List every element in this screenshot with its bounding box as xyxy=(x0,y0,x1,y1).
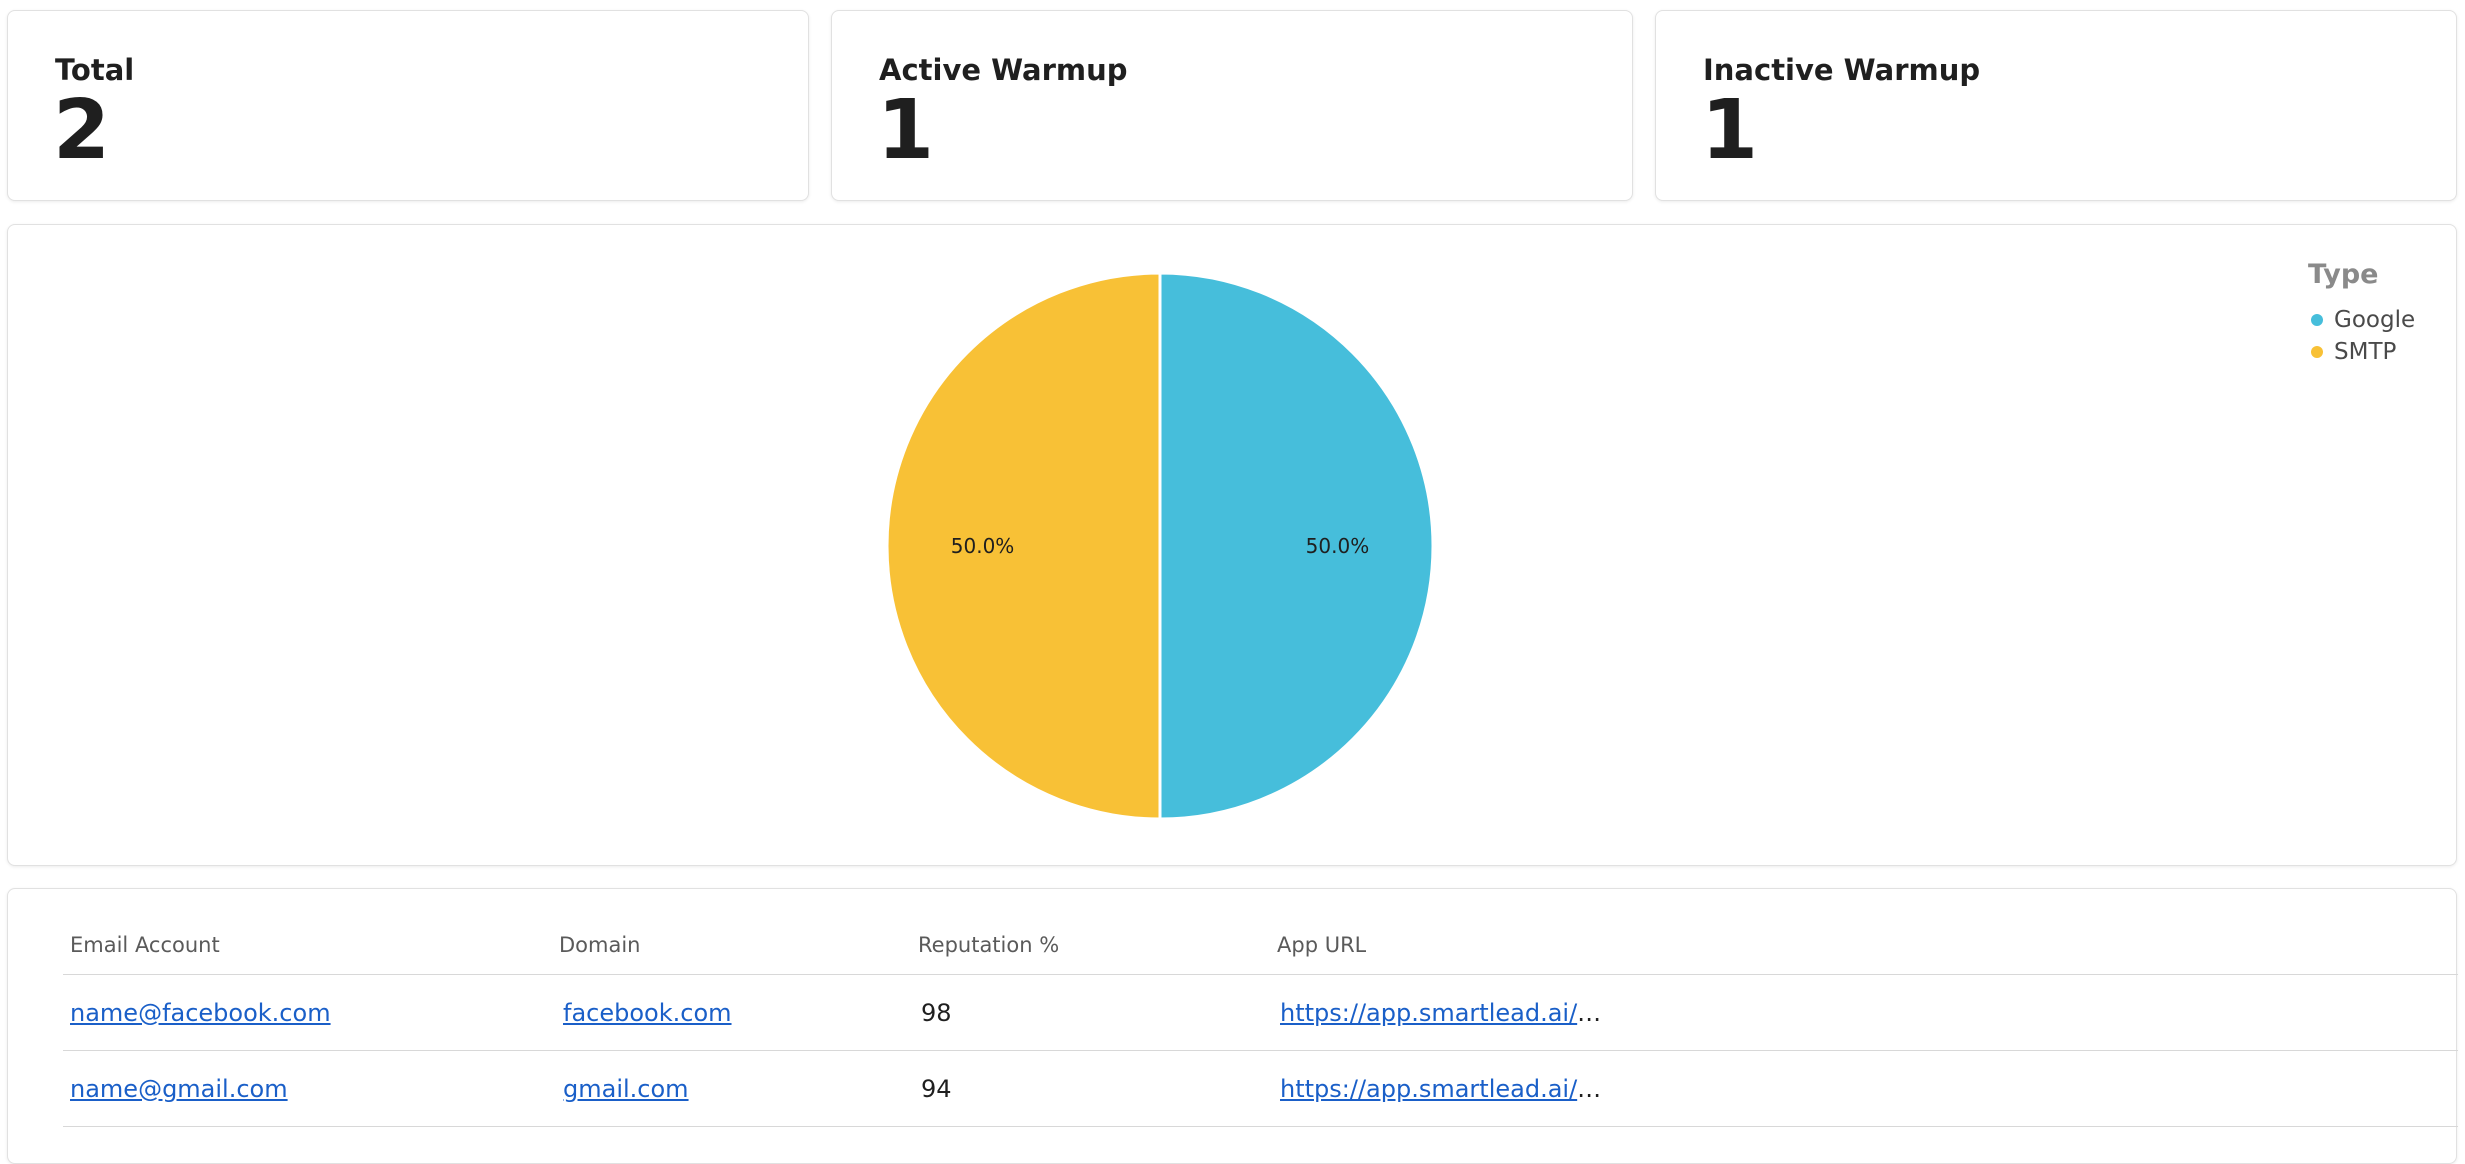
pie-slice-smtp[interactable] xyxy=(885,271,1162,821)
domain-link[interactable]: gmail.com xyxy=(563,1075,689,1103)
header-email-account[interactable]: Email Account xyxy=(70,933,220,957)
pie-slice-google[interactable] xyxy=(1158,271,1435,821)
table-header: Email Account Domain Reputation % App UR… xyxy=(63,889,2458,975)
stat-card-active-warmup: Active Warmup 1 xyxy=(831,10,1633,201)
stat-title: Total xyxy=(55,53,135,87)
stat-card-inactive-warmup: Inactive Warmup 1 xyxy=(1655,10,2457,201)
reputation-value: 98 xyxy=(921,999,952,1027)
email-link[interactable]: name@gmail.com xyxy=(70,1075,288,1103)
table-card: Email Account Domain Reputation % App UR… xyxy=(7,888,2458,1164)
table-row: name@gmail.com gmail.com 94 https://app.… xyxy=(63,1051,2458,1127)
domain-link[interactable]: facebook.com xyxy=(563,999,732,1027)
header-app-url[interactable]: App URL xyxy=(1277,933,1367,957)
stat-title: Active Warmup xyxy=(879,53,1128,87)
chart-card: 50.0% 50.0% Type Google SMTP xyxy=(7,224,2457,866)
accounts-table: Email Account Domain Reputation % App UR… xyxy=(63,889,2458,1127)
email-link[interactable]: name@facebook.com xyxy=(70,999,331,1027)
legend-item-google[interactable]: Google xyxy=(2334,307,2415,333)
table-row: name@facebook.com facebook.com 98 https:… xyxy=(63,975,2458,1051)
stat-value: 1 xyxy=(1701,83,1759,178)
reputation-value: 94 xyxy=(921,1075,952,1103)
legend-title: Type xyxy=(2308,259,2378,290)
stat-title: Inactive Warmup xyxy=(1703,53,1981,87)
header-reputation[interactable]: Reputation % xyxy=(918,933,1060,957)
stat-value: 2 xyxy=(53,83,111,178)
stat-value: 1 xyxy=(877,83,935,178)
legend-item-smtp[interactable]: SMTP xyxy=(2334,339,2396,365)
pie-slice-label: 50.0% xyxy=(951,534,1015,558)
legend-dot-smtp[interactable] xyxy=(2311,346,2323,358)
stat-card-total: Total 2 xyxy=(7,10,809,201)
app-url-link[interactable]: https://app.smartlead.ai/a... xyxy=(1280,1075,1610,1103)
pie-chart: 50.0% 50.0% Type Google SMTP xyxy=(885,259,2415,821)
legend-dot-google[interactable] xyxy=(2311,314,2323,326)
app-url-link[interactable]: https://app.smartlead.ai/a... xyxy=(1280,999,1610,1027)
header-domain[interactable]: Domain xyxy=(559,933,641,957)
pie-slice-label: 50.0% xyxy=(1306,534,1370,558)
